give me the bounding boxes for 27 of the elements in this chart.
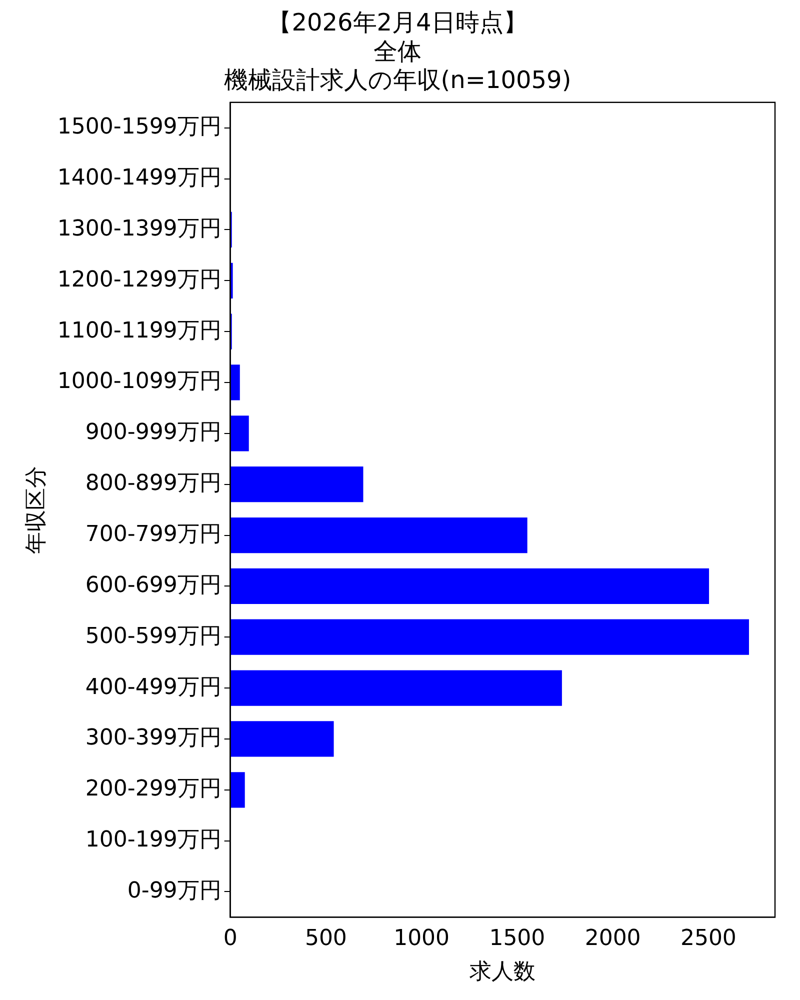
y-tick-label: 800-899万円 <box>85 471 222 496</box>
text: 機械設計求人の年収(n=10059) <box>224 66 572 94</box>
y-tick-label: 1000-1099万円 <box>57 369 222 394</box>
y-tick-label: 400-499万円 <box>85 674 222 700</box>
y-tick-label: 700-799万円 <box>85 522 222 547</box>
x-tick-label: 2500 <box>680 926 736 952</box>
y-tick-label: 900-999万円 <box>85 420 222 446</box>
y-tick-label: 1500-1599万円 <box>57 114 222 140</box>
x-tick-label: 1500 <box>489 926 546 952</box>
y-tick-label: 1300-1399万円 <box>57 216 222 242</box>
y-axis-title: 年収区分 <box>24 466 49 554</box>
y-tick-label: 1100-1199万円 <box>57 318 222 344</box>
y-tick-label: 0-99万円 <box>127 878 222 904</box>
y-tick-label: 1400-1499万円 <box>57 166 222 191</box>
x-axis-title: 求人数 <box>470 960 536 985</box>
x-tick-label: 500 <box>304 926 347 952</box>
y-tick-label: 600-699万円 <box>85 572 222 598</box>
x-tick-label: 0 <box>223 926 238 952</box>
x-tick-label: 1000 <box>394 926 450 952</box>
y-tick-label: 1200-1299万円 <box>57 267 222 292</box>
text: 【2026年2月4日時点】 <box>268 8 528 37</box>
y-tick-label: 200-299万円 <box>85 776 222 802</box>
text: 全体 <box>374 37 422 66</box>
x-tick-label: 2000 <box>584 926 641 952</box>
y-tick-label: 500-599万円 <box>85 624 222 649</box>
y-tick-label: 300-399万円 <box>85 726 222 751</box>
y-tick-label: 100-199万円 <box>85 828 222 853</box>
